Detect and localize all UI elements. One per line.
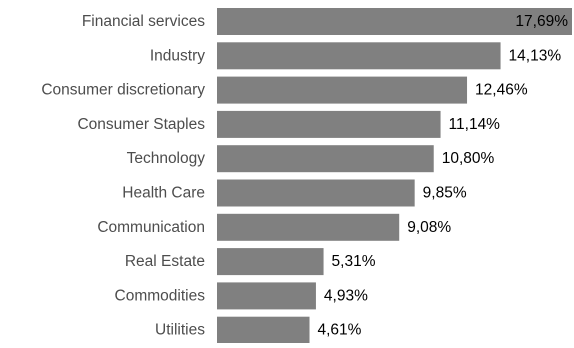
value-label-9: 4,61% bbox=[318, 322, 362, 339]
bar-1 bbox=[217, 42, 501, 70]
bar-2 bbox=[217, 76, 468, 104]
category-label-9: Utilities bbox=[155, 322, 205, 339]
value-label-4: 10,80% bbox=[442, 150, 495, 167]
category-labels: Financial services Industry Consumer discr… bbox=[41, 13, 205, 339]
bar-9 bbox=[217, 316, 310, 344]
category-label-1: Industry bbox=[150, 47, 205, 64]
category-label-7: Real Estate bbox=[125, 253, 205, 270]
value-label-5: 9,85% bbox=[423, 185, 467, 202]
category-label-8: Commodities bbox=[115, 287, 206, 304]
value-label-7: 5,31% bbox=[332, 253, 376, 270]
bar-3 bbox=[217, 110, 441, 138]
bars-layer bbox=[217, 8, 572, 344]
category-label-6: Communication bbox=[97, 219, 205, 236]
bar-6 bbox=[217, 213, 400, 241]
value-labels: 17,69% 14,13% 12,46% 11,14% 10,80% 9,85% 9,08%… bbox=[318, 13, 569, 339]
value-label-8: 4,93% bbox=[324, 287, 368, 304]
bar-8 bbox=[217, 282, 316, 310]
value-label-1: 14,13% bbox=[509, 47, 562, 64]
value-label-6: 9,08% bbox=[407, 219, 451, 236]
value-label-2: 12,46% bbox=[475, 82, 528, 99]
category-label-5: Health Care bbox=[122, 185, 205, 202]
bar-7 bbox=[217, 248, 324, 276]
value-label-3: 11,14% bbox=[449, 116, 501, 133]
bar-4 bbox=[217, 145, 434, 173]
bar-5 bbox=[217, 179, 415, 207]
category-label-4: Technology bbox=[127, 150, 206, 167]
value-label-0: 17,69% bbox=[515, 13, 568, 30]
bar-0 bbox=[217, 8, 572, 35]
category-label-0: Financial services bbox=[82, 13, 205, 30]
category-label-3: Consumer Staples bbox=[77, 116, 205, 133]
category-label-2: Consumer discretionary bbox=[41, 82, 205, 99]
